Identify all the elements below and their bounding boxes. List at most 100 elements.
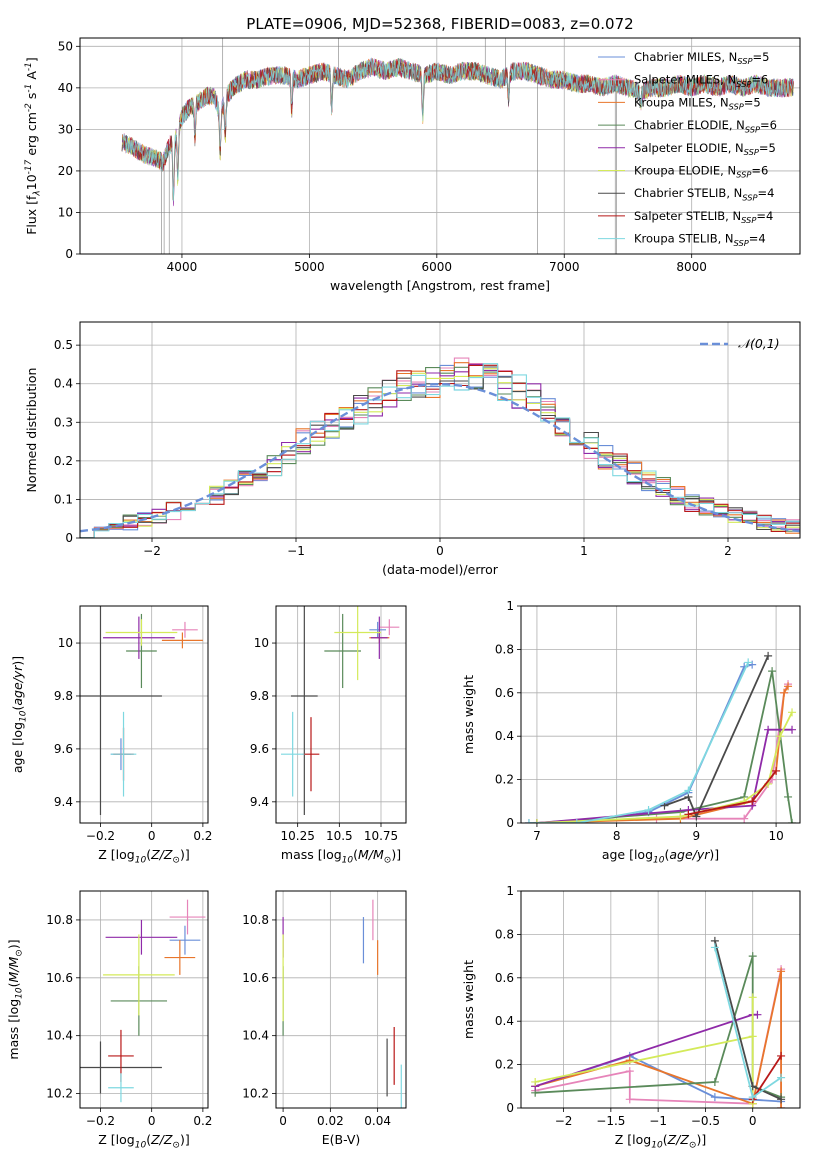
plot-area-mass-weight-vs-Z [531,936,786,1108]
errorbar-kroupa-miles [164,940,196,975]
marker [776,732,785,741]
plot-area-mass-vs-Z [80,899,206,1103]
panel-mass-weight-vs-age: 7 8 9 10 0 0.2 0.4 0.6 0.8 1 age [log10​(age/yr)] m… [461,599,801,866]
marker [777,1095,786,1104]
errorbar-salpeter-elodie [105,919,178,955]
y-tick-label: 10.2 [46,1087,73,1101]
errorbar-salpeter-miles [169,899,206,935]
y-axis-label: mass [log10​(M/M⊙​)] [6,939,25,1059]
x-tick-label: 8 [613,829,621,843]
marker [748,993,757,1002]
model-line-kroupa-stelib [121,58,794,202]
y-tick-label: 0 [506,1101,514,1115]
legend-label: Kroupa STELIB, NSSP​=4 [634,232,766,248]
y-tick-label: 0.4 [54,377,73,391]
marker [572,819,581,823]
axes-frame [79,890,209,1109]
y-tick-label: 0.8 [495,927,514,941]
y-tick-label: 10.8 [46,913,73,927]
marker [644,805,653,814]
y-tick-label: 10.2 [242,1087,269,1101]
marker [748,797,757,806]
x-tick-label: 10.75 [364,829,398,843]
x-tick-label: 0 [436,544,444,558]
plot-area-spectrum [121,38,794,254]
x-tick-label: 1 [580,544,588,558]
x-tick-label: 9 [693,829,701,843]
mass-weight-line-kroupa-elodie [536,711,793,823]
marker [753,1010,762,1019]
model-line-salpeter-stelib [121,58,794,189]
y-tick-label: 9.6 [250,742,269,756]
errorbar-chabrier-stelib [80,606,162,816]
y-tick-label: 1 [506,884,514,898]
panel-age-vs-mass: 10.25 10.5 10.75 9.4 9.6 9.8 10 mass [log10​(M/… [250,605,407,866]
errorbar-chabrier-stelib [291,606,318,816]
x-tick-label: −1 [287,544,305,558]
y-tick-label: 0 [506,816,514,830]
legend-label: Chabrier ELODIE, NSSP​=6 [634,118,777,134]
y-tick-label: 1 [506,599,514,613]
legend-label: 𝒩(0,1) [738,336,780,351]
x-tick-label: 0 [148,1114,156,1128]
legend-label: Chabrier STELIB, NSSP​=4 [634,186,774,202]
marker [710,1077,719,1086]
errorbar-kroupa-miles [161,632,203,649]
errorbar-kroupa-elodie [103,934,175,1016]
marker [777,967,786,976]
marker [780,688,789,697]
y-tick-label: 10.6 [46,971,73,985]
marker [625,1095,634,1104]
marker [740,797,749,806]
y-tick-label: 50 [58,39,73,53]
errorbar-chabrier-elodie [324,613,361,689]
axes-frame [79,605,209,824]
figure-title: PLATE=0906, MJD=52368, FIBERID=0083, z=0… [246,15,633,33]
marker [788,725,797,734]
errorbar-chabrier-miles [169,925,201,955]
x-tick-label: 5000 [294,260,325,274]
hist-kroupa-stelib [80,363,800,538]
errorbar-salpeter-elodie [103,616,175,659]
marker [748,952,757,961]
y-axis-label: Normed distribution [24,368,39,493]
x-tick-label: −0.2 [86,1114,115,1128]
y-tick-label: 10 [58,636,73,650]
mass-weight-line-chabrier-stelib [664,655,769,819]
x-tick-label: 0 [279,1114,287,1128]
errorbar-kroupa-stelib [281,711,305,797]
mass-weight-line-chabrier-miles [529,663,753,823]
marker [764,725,773,734]
marker [625,1067,634,1076]
plot-area-age-vs-Z [80,606,203,816]
marker [764,651,773,660]
marker [788,819,797,823]
x-tick-label: 0 [749,1114,757,1128]
legend-label: Salpeter ELODIE, NSSP​=5 [634,141,776,157]
marker [710,1093,719,1102]
panel-mass-vs-Z: −0.2 0 0.2 10.2 10.4 10.6 10.8 Z [log10​(Z/Z⊙​)… [6,890,212,1151]
plot-area-mass-vs-ebv [282,899,402,1108]
errorbar-kroupa-stelib [108,1073,134,1103]
x-tick-label: −0.5 [691,1114,720,1128]
legend-label: Salpeter STELIB, NSSP​=4 [634,209,773,225]
errorbar-kroupa-stelib [110,711,137,797]
y-tick-label: 9.4 [250,795,269,809]
x-tick-label: −2 [555,1114,573,1128]
y-tick-label: 0.4 [495,729,514,743]
plot-area-age-vs-mass [281,606,400,816]
mass-weight-line-salpeter-stelib [751,1055,782,1100]
y-tick-label: 10.6 [242,971,269,985]
axes-frame [275,890,407,1109]
axes-frame [79,37,801,255]
x-tick-label: 10.25 [280,829,314,843]
y-tick-label: 10.4 [46,1029,73,1043]
y-tick-label: 0.2 [54,454,73,468]
y-tick-label: 0.6 [495,686,514,700]
marker [744,658,753,667]
marker [710,943,719,952]
y-tick-label: 0 [65,247,73,261]
marker [788,708,797,717]
marker [684,786,693,795]
